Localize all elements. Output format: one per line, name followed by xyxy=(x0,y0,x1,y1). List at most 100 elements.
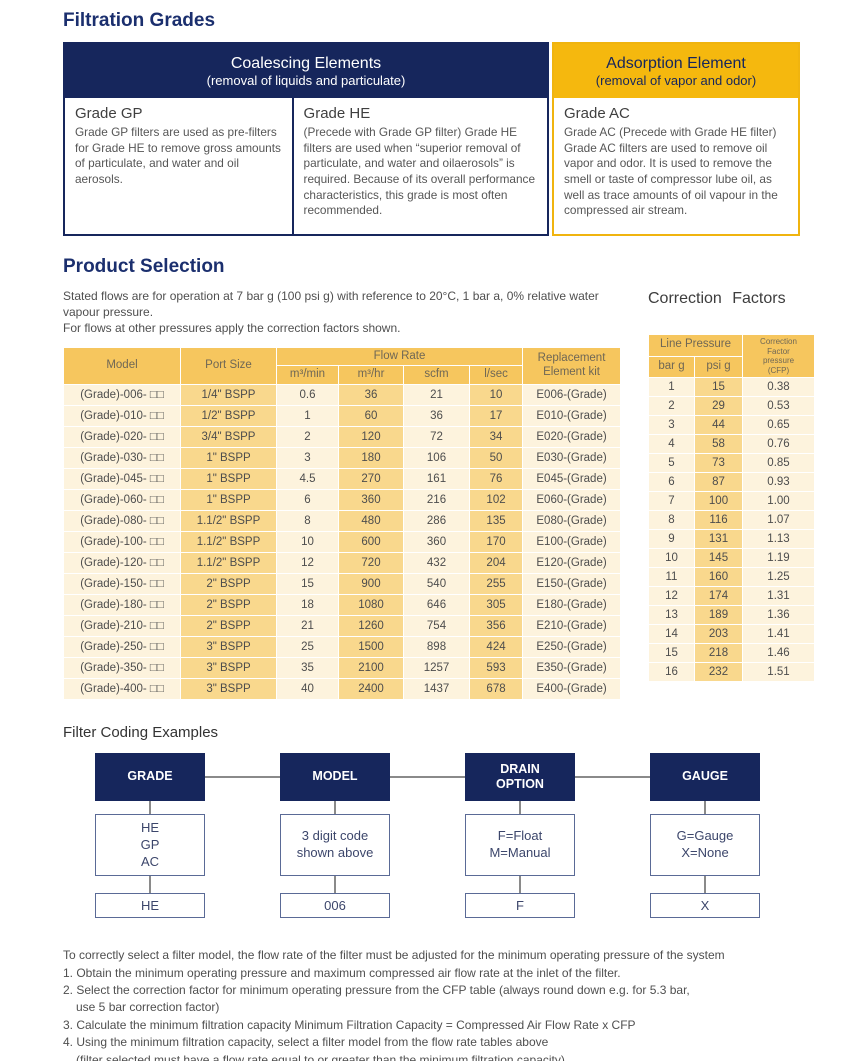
flow-table-cell: (Grade)-080- □□ xyxy=(63,510,181,533)
flow-table-cell: 1" BSPP xyxy=(180,468,277,491)
flow-table-cell: 40 xyxy=(276,678,339,701)
adsorption-header: Adsorption Element (removal of vapor and… xyxy=(554,44,798,98)
flow-table-row: (Grade)-150- □□ 2" BSPP 15 900 540 255 E150-(G… xyxy=(63,573,622,596)
flow-table-cell: (Grade)-120- □□ xyxy=(63,552,181,575)
col-header-port-size: Port Size xyxy=(180,346,277,386)
flow-table-cell: 34 xyxy=(468,426,524,449)
flow-table-cell: (Grade)-030- □□ xyxy=(63,447,181,470)
flow-table-cell: E120-(Grade) xyxy=(522,552,622,575)
flow-table-cell: 305 xyxy=(468,594,524,617)
instruction-line: 2. Select the correction factor for mini… xyxy=(63,982,690,997)
flow-table-cell: (Grade)-400- □□ xyxy=(63,678,181,701)
flow-table-cell: 2" BSPP xyxy=(180,573,277,596)
flow-table-cell: 6 xyxy=(276,489,339,512)
diagram-vertical-connector xyxy=(334,876,336,894)
correction-table-cell: 203 xyxy=(694,624,743,645)
flow-table-cell: 1 xyxy=(276,405,339,428)
flow-table-cell: 3/4" BSPP xyxy=(180,426,277,449)
flow-table-cell: 0.6 xyxy=(276,384,339,407)
flow-table-cell: E150-(Grade) xyxy=(522,573,622,596)
correction-table-cell: 1.51 xyxy=(742,662,815,683)
flow-table-row: (Grade)-100- □□ 1.1/2" BSPP 10 600 360 170 E10… xyxy=(63,531,622,554)
correction-table-row: 15 218 1.46 xyxy=(648,643,815,664)
flow-table-cell: 36 xyxy=(338,384,404,407)
diagram-vertical-connector xyxy=(519,801,521,815)
correction-table-cell: 0.93 xyxy=(742,472,815,493)
grade-gp-name: Grade GP xyxy=(75,105,143,122)
flow-table-cell: 1.1/2" BSPP xyxy=(180,552,277,575)
flow-table-cell: 21 xyxy=(403,384,470,407)
col-header-bar-g: bar g xyxy=(648,355,695,379)
flow-table-cell: E006-(Grade) xyxy=(522,384,622,407)
flow-table-cell: 36 xyxy=(403,405,470,428)
flow-table-cell: E010-(Grade) xyxy=(522,405,622,428)
flow-table-cell: 900 xyxy=(338,573,404,596)
instruction-line: To correctly select a filter model, the … xyxy=(63,948,725,963)
correction-table-cell: 1.25 xyxy=(742,567,815,588)
flow-table-cell: (Grade)-180- □□ xyxy=(63,594,181,617)
correction-table-cell: 4 xyxy=(648,434,695,455)
coding-header-box: GAUGE xyxy=(650,753,760,802)
correction-table-cell: 0.85 xyxy=(742,453,815,474)
flow-table-row: (Grade)-030- □□ 1" BSPP 3 180 106 50 E030-(Gra… xyxy=(63,447,622,470)
correction-table-cell: 7 xyxy=(648,491,695,512)
product-selection-intro: Stated flows are for operation at 7 bar … xyxy=(63,288,611,337)
flow-table-cell: 21 xyxy=(276,615,339,638)
flow-table-cell: 1257 xyxy=(403,657,470,680)
correction-table-row: 2 29 0.53 xyxy=(648,396,815,417)
flow-table-row: (Grade)-045- □□ 1" BSPP 4.5 270 161 76 E045-(G… xyxy=(63,468,622,491)
flow-table-cell: 432 xyxy=(403,552,470,575)
correction-table-cell: 15 xyxy=(694,377,743,398)
flow-table-cell: 216 xyxy=(403,489,470,512)
flow-table-cell: 720 xyxy=(338,552,404,575)
correction-table-cell: 1.41 xyxy=(742,624,815,645)
col-header-line-pressure: Line Pressure xyxy=(648,334,743,357)
flow-table-cell: E100-(Grade) xyxy=(522,531,622,554)
correction-table-cell: 1.19 xyxy=(742,548,815,569)
flow-table-cell: (Grade)-020- □□ xyxy=(63,426,181,449)
flow-table-cell: 898 xyxy=(403,636,470,659)
flow-table-cell: 25 xyxy=(276,636,339,659)
coding-header-box: MODEL xyxy=(280,753,390,802)
flow-table-row: (Grade)-180- □□ 2" BSPP 18 1080 646 305 E180-(… xyxy=(63,594,622,617)
flow-table-cell: 76 xyxy=(468,468,524,491)
correction-table-cell: 131 xyxy=(694,529,743,550)
flow-table-cell: 17 xyxy=(468,405,524,428)
flow-table-cell: 1437 xyxy=(403,678,470,701)
flow-table-cell: 600 xyxy=(338,531,404,554)
flow-table-cell: 72 xyxy=(403,426,470,449)
flow-table-row: (Grade)-020- □□ 3/4" BSPP 2 120 72 34 E020-(Gr… xyxy=(63,426,622,449)
filtration-grades-table: Coalescing Elements (removal of liquids … xyxy=(63,42,800,236)
diagram-vertical-connector xyxy=(149,801,151,815)
flow-table-cell: 1/2" BSPP xyxy=(180,405,277,428)
flow-table-cell: 3" BSPP xyxy=(180,636,277,659)
flow-table-row: (Grade)-250- □□ 3" BSPP 25 1500 898 424 E250-(… xyxy=(63,636,622,659)
flow-table-cell: 1260 xyxy=(338,615,404,638)
flow-table-cell: 424 xyxy=(468,636,524,659)
flow-table-cell: E400-(Grade) xyxy=(522,678,622,701)
flow-table-cell: 35 xyxy=(276,657,339,680)
flow-table-cell: 102 xyxy=(468,489,524,512)
coding-column-model: MODEL 3 digit code shown above 006 xyxy=(280,753,390,919)
flow-table-cell: 1500 xyxy=(338,636,404,659)
flow-table-body: (Grade)-006- □□ 1/4" BSPP 0.6 36 21 10 E006-(G… xyxy=(63,384,622,701)
adsorption-body: Grade AC Grade AC (Precede with Grade HE… xyxy=(554,98,798,234)
correction-table-row: 7 100 1.00 xyxy=(648,491,815,512)
flow-table-cell: 286 xyxy=(403,510,470,533)
correction-table-cell: 1 xyxy=(648,377,695,398)
flow-table-column: Stated flows are for operation at 7 bar … xyxy=(63,288,622,701)
instruction-line: 4. Using the minimum filtration capacity… xyxy=(63,1035,549,1050)
col-header-model: Model xyxy=(63,346,181,386)
correction-table-cell: 1.36 xyxy=(742,605,815,626)
flow-table-cell: E020-(Grade) xyxy=(522,426,622,449)
flow-table-cell: 270 xyxy=(338,468,404,491)
flow-table-cell: 2" BSPP xyxy=(180,594,277,617)
correction-table-cell: 100 xyxy=(694,491,743,512)
flow-table-cell: 3" BSPP xyxy=(180,657,277,680)
flow-table-cell: (Grade)-100- □□ xyxy=(63,531,181,554)
correction-table-row: 16 232 1.51 xyxy=(648,662,815,683)
flow-table-cell: 4.5 xyxy=(276,468,339,491)
correction-table-row: 3 44 0.65 xyxy=(648,415,815,436)
coding-example-value-box: F xyxy=(465,893,575,919)
